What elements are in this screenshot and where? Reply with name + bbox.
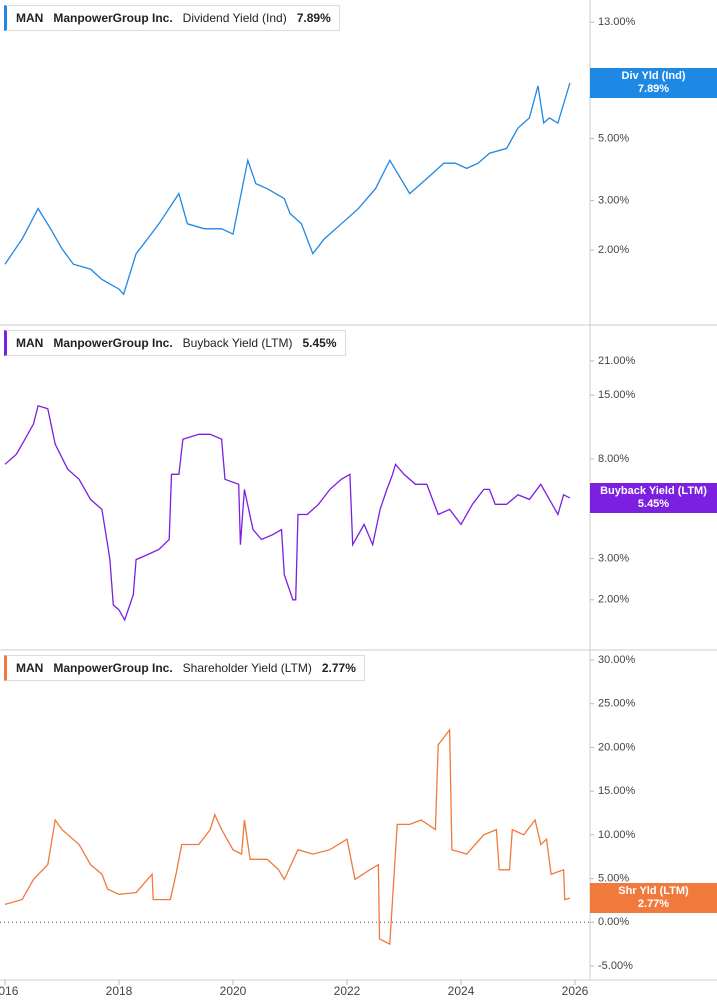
- x-tick-label: 2022: [334, 984, 361, 998]
- y-tick-label: 2.00%: [598, 244, 629, 256]
- x-tick-label: 2024: [448, 984, 475, 998]
- legend: MAN ManpowerGroup Inc. Shareholder Yield (…: [4, 655, 365, 681]
- series-name: Shareholder Yield (LTM): [182, 661, 312, 675]
- y-tick-label: 25.00%: [598, 698, 636, 710]
- series-line: [4, 82, 571, 296]
- company: ManpowerGroup Inc.: [53, 11, 173, 25]
- ticker: MAN: [16, 336, 44, 350]
- series-name: Dividend Yield (Ind): [182, 11, 287, 25]
- y-tick-label: 10.00%: [598, 829, 636, 841]
- tag-label: Buyback Yield (LTM): [600, 484, 707, 497]
- last-value: 2.77%: [321, 661, 356, 675]
- y-tick-label: 3.00%: [598, 195, 629, 207]
- y-tick-label: 8.00%: [598, 453, 629, 465]
- last-value: 5.45%: [302, 336, 337, 350]
- y-tick-label: 3.00%: [598, 552, 629, 564]
- series-name: Buyback Yield (LTM): [182, 336, 293, 350]
- x-tick-label: 2020: [220, 984, 247, 998]
- tag-value: 2.77%: [637, 898, 670, 911]
- y-tick-label: 15.00%: [598, 785, 636, 797]
- tag-value: 7.89%: [637, 82, 670, 95]
- value-tag: Shr Yld (LTM) 2.77%: [590, 883, 717, 914]
- y-tick-label: 13.00%: [598, 16, 636, 28]
- value-tag: Buyback Yield (LTM) 5.45%: [590, 482, 717, 513]
- y-tick-label: 20.00%: [598, 741, 636, 753]
- last-value: 7.89%: [296, 11, 331, 25]
- value-tag: Div Yld (Ind) 7.89%: [590, 67, 717, 98]
- y-tick-label: 30.00%: [598, 654, 636, 666]
- series-line: [4, 728, 571, 946]
- ticker: MAN: [16, 11, 44, 25]
- tag-value: 5.45%: [637, 497, 670, 510]
- y-tick-label: 5.00%: [598, 872, 629, 884]
- series-line: [4, 404, 571, 622]
- y-tick-label: 21.00%: [598, 355, 636, 367]
- legend: MAN ManpowerGroup Inc. Buyback Yield (LTM)…: [4, 330, 346, 356]
- company: ManpowerGroup Inc.: [53, 661, 173, 675]
- tag-label: Shr Yld (LTM): [618, 885, 689, 898]
- x-tick-label: 2016: [0, 984, 19, 998]
- company: ManpowerGroup Inc.: [53, 336, 173, 350]
- y-tick-label: 0.00%: [598, 916, 629, 928]
- x-tick-label: 2018: [106, 984, 133, 998]
- x-tick-label: 2026: [562, 984, 589, 998]
- y-tick-label: 5.00%: [598, 132, 629, 144]
- y-tick-label: 15.00%: [598, 389, 636, 401]
- y-tick-label: -5.00%: [598, 960, 633, 972]
- tag-label: Div Yld (Ind): [621, 69, 686, 82]
- y-tick-label: 2.00%: [598, 594, 629, 606]
- legend: MAN ManpowerGroup Inc. Dividend Yield (Ind…: [4, 5, 340, 31]
- ticker: MAN: [16, 661, 44, 675]
